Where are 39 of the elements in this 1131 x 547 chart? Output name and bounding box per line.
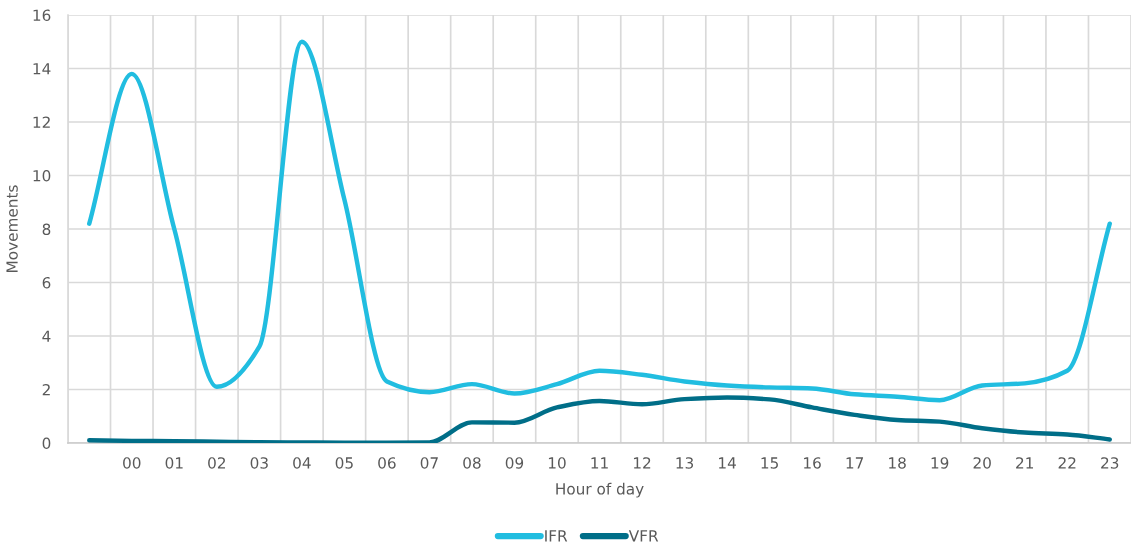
y-tick-label: 14 [33, 63, 51, 75]
x-tick-label: 19 [931, 457, 949, 469]
y-tick-label: 2 [42, 383, 50, 396]
x-axis-title: Hour of day [556, 482, 644, 498]
x-tick-label: 13 [676, 457, 694, 469]
y-tick-label: 10 [33, 169, 51, 182]
x-tick-label: 17 [846, 457, 864, 469]
x-tick-label: 16 [804, 457, 821, 469]
x-tick-label: 22 [1058, 457, 1076, 469]
x-tick-label: 21 [1016, 457, 1034, 469]
y-tick-label: 0 [42, 437, 51, 450]
x-tick-label: 02 [208, 457, 226, 469]
line-series [87, 39, 1112, 403]
x-tick-label: 12 [633, 457, 651, 469]
x-tick-label: 14 [719, 457, 736, 469]
x-tick-label: 00 [123, 457, 141, 469]
x-tick-label: 15 [761, 457, 778, 469]
x-tick-label: 07 [420, 457, 438, 469]
y-axis-title: Movements [6, 185, 18, 272]
x-tick-label: 03 [250, 457, 268, 469]
legend-label: IFR [545, 530, 568, 542]
x-tick-label: 05 [335, 457, 353, 469]
y-tick-label: 12 [33, 116, 50, 128]
x-tick-label: 06 [378, 457, 396, 469]
line-series [87, 395, 1112, 443]
x-tick-label: 23 [1101, 457, 1119, 469]
x-tick-label: 11 [591, 457, 608, 469]
y-tick-label: 4 [42, 330, 51, 342]
x-tick-label: 10 [548, 457, 566, 469]
legend-label: VFR [628, 530, 659, 542]
y-tick-label: 8 [42, 223, 51, 236]
x-tick-label: 09 [505, 457, 524, 469]
x-tick-label: 01 [165, 457, 183, 469]
y-tick-label: 16 [33, 9, 51, 22]
x-tick-label: 08 [463, 457, 481, 469]
x-tick-label: 18 [889, 457, 906, 469]
x-tick-label: 20 [973, 457, 991, 469]
x-tick-label: 04 [293, 457, 311, 469]
y-tick-label: 6 [42, 276, 51, 289]
